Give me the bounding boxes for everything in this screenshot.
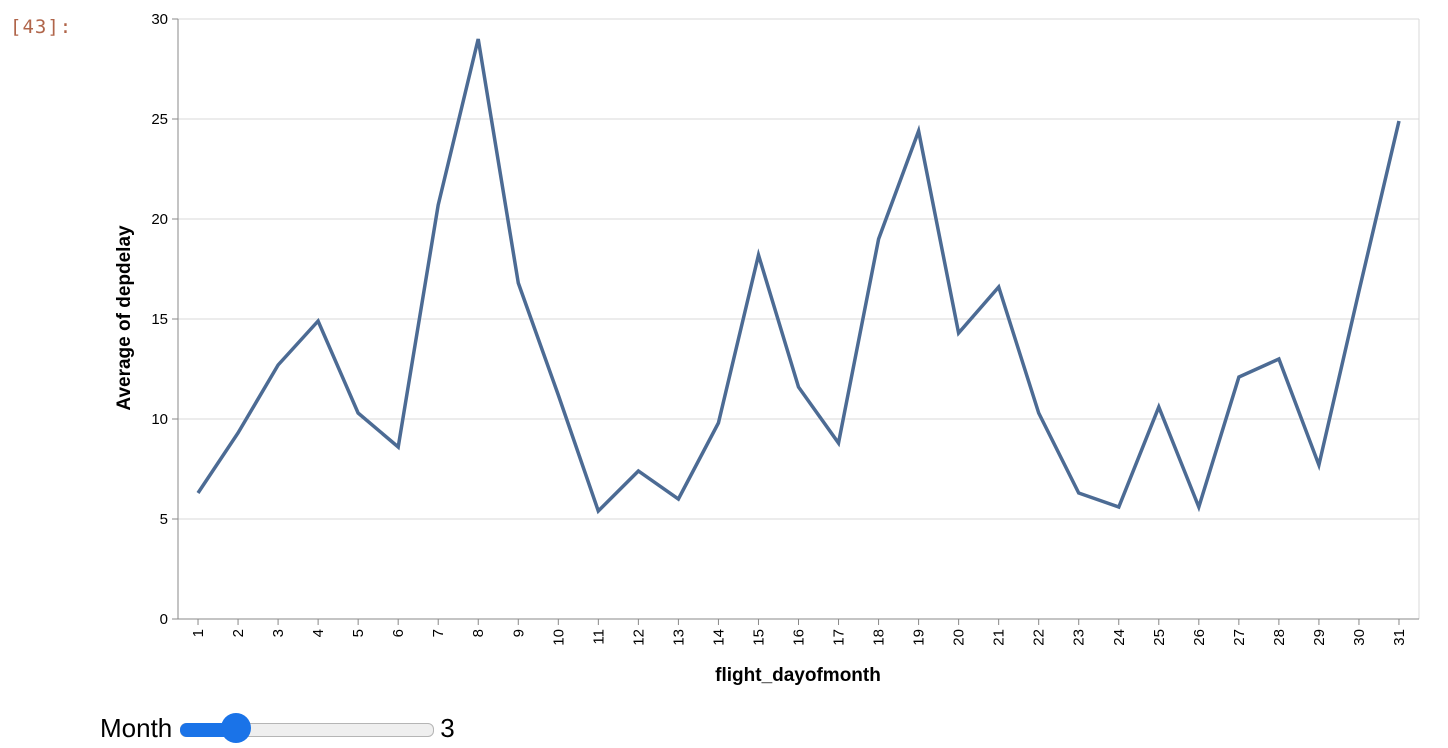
x-tick-label: 25	[1151, 629, 1168, 646]
x-tick-label: 19	[911, 629, 928, 646]
slider-label: Month	[100, 712, 173, 743]
x-tick-label: 22	[1031, 629, 1048, 646]
x-tick-label: 12	[630, 629, 647, 646]
y-tick-label: 0	[160, 611, 168, 628]
x-tick-label: 4	[310, 629, 327, 637]
x-tick-label: 13	[670, 629, 687, 646]
y-tick-label: 20	[151, 211, 168, 228]
x-tick-label: 24	[1111, 629, 1128, 646]
x-tick-label: 29	[1311, 629, 1328, 646]
x-tick-label: 31	[1391, 629, 1408, 646]
x-tick-label: 2	[230, 629, 247, 637]
month-slider[interactable]	[180, 713, 435, 743]
x-axis-title: flight_dayofmonth	[715, 665, 881, 686]
x-tick-label: 18	[871, 629, 888, 646]
x-tick-label: 26	[1191, 629, 1208, 646]
x-tick-label: 21	[991, 629, 1008, 646]
x-tick-label: 20	[951, 629, 968, 646]
y-axis-ticks: 0 5 10 15 20 25 30	[151, 11, 178, 628]
x-tick-label: 14	[710, 629, 727, 646]
x-tick-label: 15	[750, 629, 767, 646]
month-slider-widget: Month 3	[100, 708, 455, 748]
x-tick-label: 3	[270, 629, 287, 637]
x-tick-label: 30	[1351, 629, 1368, 646]
grid-lines	[178, 18, 1420, 620]
y-axis-title: Average of depdelay	[114, 225, 135, 411]
y-tick-label: 15	[151, 311, 168, 328]
series-layer	[196, 38, 1401, 515]
x-axis-ticks: 1 2 3 4 5 6 7 8 9 10 11 12 13 14 15 16 17 18 19 20 21 22 23 24 2…	[190, 619, 1408, 646]
x-tick-label: 10	[550, 629, 567, 646]
slider-thumb[interactable]	[220, 713, 251, 743]
x-tick-label: 1	[190, 629, 207, 637]
x-tick-label: 28	[1271, 629, 1288, 646]
y-tick-label: 25	[151, 111, 168, 128]
x-tick-label: 23	[1071, 629, 1088, 646]
y-tick-label: 10	[151, 411, 168, 428]
x-tick-label: 7	[430, 629, 447, 637]
x-tick-label: 16	[791, 629, 808, 646]
x-tick-label: 8	[470, 629, 487, 637]
y-tick-label: 5	[160, 511, 168, 528]
series-line	[196, 38, 1401, 515]
cell-execution-count: [43]:	[10, 16, 73, 38]
x-tick-label: 9	[510, 629, 527, 637]
x-tick-label: 27	[1231, 629, 1248, 646]
x-tick-label: 17	[831, 629, 848, 646]
x-tick-label: 5	[350, 629, 367, 637]
x-tick-label: 11	[590, 629, 607, 645]
slider-value: 3	[440, 712, 455, 743]
x-tick-label: 6	[390, 629, 407, 637]
y-tick-label: 30	[151, 11, 168, 28]
